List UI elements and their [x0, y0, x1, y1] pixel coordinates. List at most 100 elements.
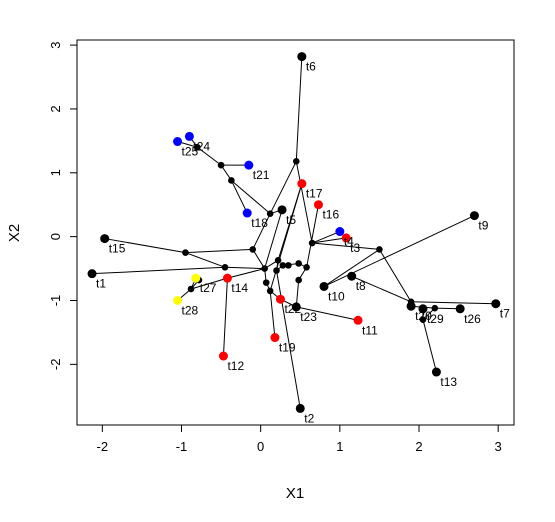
- tree-edge: [269, 290, 276, 338]
- x-tick-label: 0: [257, 439, 264, 454]
- point-label-t8: t8: [356, 279, 366, 293]
- internal-node: [261, 265, 268, 272]
- point-label-t18: t18: [251, 216, 268, 230]
- point-t16: [313, 200, 323, 210]
- point-t26: [455, 304, 465, 314]
- point-label-t22: t22: [284, 302, 301, 316]
- tree-edge: [411, 301, 496, 305]
- point-label-t29: t29: [427, 312, 444, 326]
- internal-node: [279, 262, 287, 269]
- tree-edge: [295, 56, 303, 162]
- point-label-t14: t14: [231, 281, 248, 295]
- point-t7: [491, 299, 501, 309]
- point-t13: [431, 367, 441, 377]
- internal-node: [194, 143, 201, 151]
- point-label-t19: t19: [279, 341, 296, 355]
- y-tick-label: 3: [48, 41, 63, 48]
- y-axis-label: X2: [6, 224, 23, 242]
- tree-edge: [197, 146, 222, 166]
- point-label-t11: t11: [362, 323, 378, 337]
- point-label-t1: t1: [96, 277, 106, 291]
- x-axis-label: X1: [286, 485, 304, 502]
- internal-node: [419, 316, 427, 323]
- tree-edge: [104, 238, 186, 254]
- point-t15: [100, 234, 110, 244]
- internal-node: [249, 246, 257, 253]
- x-tick-label: -1: [176, 439, 188, 454]
- tree-edge: [378, 249, 412, 303]
- point-t12: [218, 351, 228, 361]
- point-t27: [191, 273, 201, 283]
- tree-edge: [231, 180, 271, 215]
- point-label-t24: t24: [193, 139, 210, 153]
- internal-node: [431, 304, 439, 312]
- y-tick-label: -1: [48, 295, 63, 307]
- point-label-t9: t9: [478, 219, 488, 233]
- point-label-t15: t15: [109, 242, 126, 256]
- point-t4: [335, 227, 345, 237]
- x-tick-label: -2: [97, 439, 109, 454]
- tree-edge: [276, 270, 301, 409]
- point-t18: [242, 208, 252, 218]
- tree-edge: [323, 249, 380, 287]
- point-label-t27: t27: [200, 281, 217, 295]
- y-tick-label: 2: [48, 105, 63, 112]
- x-tick-label: 3: [495, 439, 502, 454]
- tree-edge: [269, 183, 303, 292]
- x-tick-label: 1: [336, 439, 343, 454]
- x-axis: -2 -1 0 1 2 3: [97, 425, 502, 454]
- point-t17: [297, 179, 307, 189]
- tree-edge: [269, 161, 297, 214]
- internal-node: [285, 262, 292, 269]
- internal-node: [182, 249, 189, 256]
- internal-node: [303, 263, 310, 271]
- point-label-t20: t20: [415, 309, 432, 323]
- tree-edge: [311, 231, 341, 244]
- point-label-t4: t4: [344, 235, 354, 249]
- tree-edges: [92, 56, 496, 409]
- point-t6: [297, 52, 307, 62]
- internal-node: [266, 210, 274, 217]
- tree-edge: [185, 252, 226, 268]
- point-t10: [319, 281, 329, 291]
- point-label-t6: t6: [306, 60, 316, 74]
- point-t1: [87, 269, 97, 279]
- y-tick-label: 1: [48, 169, 63, 176]
- x-tick-label: 2: [415, 439, 422, 454]
- tree-edge: [190, 277, 228, 290]
- internal-node: [308, 239, 316, 247]
- internal-node: [266, 287, 274, 295]
- tree-edge: [264, 209, 283, 269]
- tree-edge: [312, 237, 347, 244]
- tree-edge: [306, 204, 319, 268]
- internal-node: [221, 263, 229, 271]
- tree-edge: [351, 275, 412, 303]
- point-t20: [406, 301, 416, 311]
- internal-node: [228, 177, 235, 184]
- point-label-t3: t3: [350, 241, 360, 255]
- internal-node: [187, 285, 195, 293]
- tree-edge: [185, 248, 253, 254]
- tree-edge: [230, 180, 248, 214]
- point-t21: [244, 160, 254, 170]
- point-t23: [291, 302, 301, 312]
- point-t25: [173, 137, 183, 147]
- point-t28: [173, 295, 183, 305]
- tree-edge: [225, 266, 265, 270]
- point-t29: [418, 304, 428, 314]
- point-label-t28: t28: [182, 303, 199, 317]
- tree-edge: [227, 268, 265, 279]
- point-label-t10: t10: [328, 289, 345, 303]
- data-points: [87, 52, 501, 413]
- internal-node: [273, 267, 280, 274]
- tree-edge: [312, 242, 380, 250]
- internal-node: [295, 276, 302, 284]
- internal-node: [295, 260, 302, 267]
- internal-node: [292, 158, 300, 165]
- point-label-t13: t13: [440, 375, 457, 389]
- y-axis: -2 -1 0 1 2 3: [48, 41, 77, 370]
- tree-edge: [323, 215, 475, 287]
- plot-box: [76, 39, 515, 426]
- point-t5: [277, 205, 287, 215]
